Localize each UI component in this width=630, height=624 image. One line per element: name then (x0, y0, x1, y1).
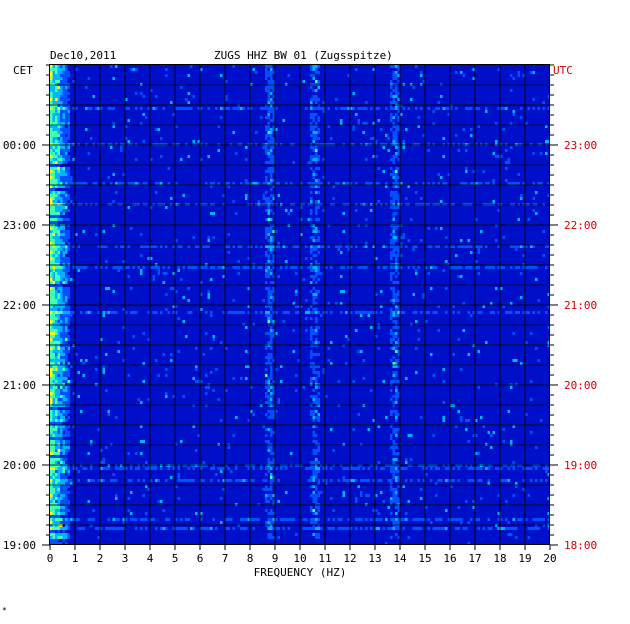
cet-tick-label: 00:00 (3, 139, 36, 152)
station-title: ZUGS HHZ BW 01 (Zugsspitze) (214, 49, 393, 62)
utc-tick-label: 18:00 (564, 539, 597, 552)
x-tick-label: 6 (197, 552, 204, 565)
x-tick-label: 0 (47, 552, 54, 565)
cet-tick-label: 20:00 (3, 459, 36, 472)
x-tick-label: 1 (72, 552, 79, 565)
cet-axis: 00:00 23:00 22:00 21:00 20:00 19:00 (3, 64, 50, 552)
x-tick-label: 10 (293, 552, 306, 565)
cet-tick-label: 23:00 (3, 219, 36, 232)
x-tick-label: 3 (122, 552, 129, 565)
utc-tick-label: 22:00 (564, 219, 597, 232)
utc-tick-label: 21:00 (564, 299, 597, 312)
x-tick-label: 9 (272, 552, 279, 565)
x-tick-label: 15 (418, 552, 431, 565)
footnote-mark: * (2, 606, 7, 615)
date-label: Dec10,2011 (50, 49, 116, 62)
utc-axis: 23:00 22:00 21:00 20:00 19:00 18:00 (550, 64, 597, 552)
utc-tick-label: 23:00 (564, 139, 597, 152)
x-axis: 0 1 2 3 4 5 6 7 8 9 10 11 12 13 14 15 16 17 18 19 20 (47, 545, 557, 565)
cet-tick-label: 19:00 (3, 539, 36, 552)
x-tick-label: 4 (147, 552, 154, 565)
x-tick-label: 16 (443, 552, 456, 565)
cet-label: CET (13, 64, 33, 77)
x-tick-label: 2 (97, 552, 104, 565)
x-tick-label: 7 (222, 552, 229, 565)
x-tick-label: 5 (172, 552, 179, 565)
x-tick-label: 19 (518, 552, 531, 565)
utc-label: UTC (553, 64, 573, 77)
cet-tick-label: 22:00 (3, 299, 36, 312)
x-tick-label: 11 (318, 552, 331, 565)
x-tick-label: 14 (393, 552, 407, 565)
x-tick-label: 17 (468, 552, 481, 565)
x-tick-label: 12 (343, 552, 356, 565)
cet-tick-label: 21:00 (3, 379, 36, 392)
x-axis-label: FREQUENCY (HZ) (254, 566, 347, 579)
utc-tick-label: 19:00 (564, 459, 597, 472)
grid-lines (50, 65, 550, 545)
utc-tick-label: 20:00 (564, 379, 597, 392)
x-tick-label: 20 (543, 552, 556, 565)
x-tick-label: 18 (493, 552, 506, 565)
x-tick-label: 8 (247, 552, 254, 565)
x-tick-label: 13 (368, 552, 381, 565)
